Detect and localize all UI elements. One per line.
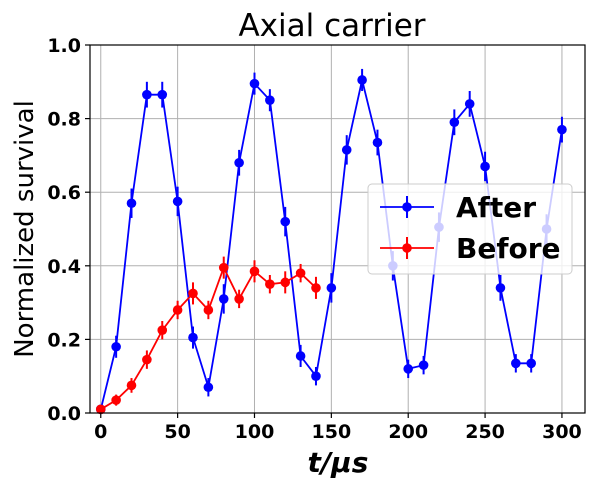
- data-point: [218, 262, 229, 273]
- data-point: [557, 124, 567, 135]
- data-point: [126, 198, 137, 209]
- data-point: [280, 277, 291, 288]
- data-point: [372, 137, 383, 148]
- data-point: [142, 89, 152, 100]
- x-tick-label: 250: [465, 421, 505, 443]
- plot-frame: [89, 44, 586, 414]
- legend-label: Before: [456, 232, 561, 265]
- data-point: [326, 283, 337, 293]
- data-point: [249, 266, 260, 277]
- data-point: [157, 89, 168, 100]
- x-tick-label: 0: [94, 421, 107, 443]
- data-point: [449, 117, 460, 128]
- data-point: [357, 75, 367, 85]
- y-tick-label: 0.4: [47, 256, 81, 278]
- x-tick-label: 200: [388, 421, 428, 443]
- data-point: [188, 332, 198, 343]
- y-tick-label: 1.0: [47, 35, 81, 57]
- y-axis-label: Normalized survival: [10, 100, 40, 358]
- data-point: [111, 395, 121, 405]
- legend-marker: [402, 202, 412, 212]
- data-point: [311, 283, 321, 293]
- series-before: [95, 256, 321, 415]
- data-point: [341, 145, 352, 155]
- data-point: [111, 341, 121, 352]
- data-point: [526, 358, 536, 369]
- data-point: [495, 283, 506, 293]
- data-point: [464, 99, 475, 109]
- legend-marker: [402, 243, 412, 253]
- y-tick-label: 0.6: [47, 182, 81, 204]
- data-point: [280, 216, 291, 227]
- data-point: [403, 364, 414, 374]
- data-point: [249, 78, 260, 89]
- y-tick-label: 0.0: [47, 403, 81, 425]
- data-point: [188, 288, 198, 299]
- data-point: [142, 354, 152, 365]
- x-tick-label: 150: [312, 421, 352, 443]
- y-tick-label: 0.8: [47, 109, 81, 131]
- chart-title: Axial carrier: [238, 8, 425, 44]
- legend-label: After: [456, 191, 536, 224]
- data-point: [172, 196, 183, 207]
- data-point: [218, 294, 229, 304]
- ticks: 0 50 100 150 200 250 300 0.0 0.2 0.4 0.6 0.8 1.0: [47, 35, 581, 443]
- data-point: [203, 305, 214, 315]
- y-tick-label: 0.2: [47, 329, 81, 351]
- x-tick-label: 50: [164, 421, 190, 443]
- data-point: [480, 161, 490, 172]
- data-point: [95, 404, 106, 415]
- x-tick-label: 300: [542, 421, 582, 443]
- legend: After Before: [367, 183, 573, 275]
- x-axis-label: t/μs: [308, 446, 369, 479]
- data-point: [234, 157, 244, 168]
- data-point: [265, 95, 275, 105]
- data-point: [418, 360, 429, 370]
- data-point: [126, 380, 137, 391]
- data-point: [157, 325, 168, 336]
- data-point: [203, 382, 214, 393]
- data-point: [265, 279, 275, 290]
- data-point: [172, 305, 183, 315]
- data-point: [295, 351, 306, 361]
- data-point: [511, 358, 521, 369]
- data-point: [234, 294, 244, 304]
- data-point: [295, 268, 306, 278]
- data-point: [311, 371, 321, 382]
- x-tick-label: 100: [235, 421, 275, 443]
